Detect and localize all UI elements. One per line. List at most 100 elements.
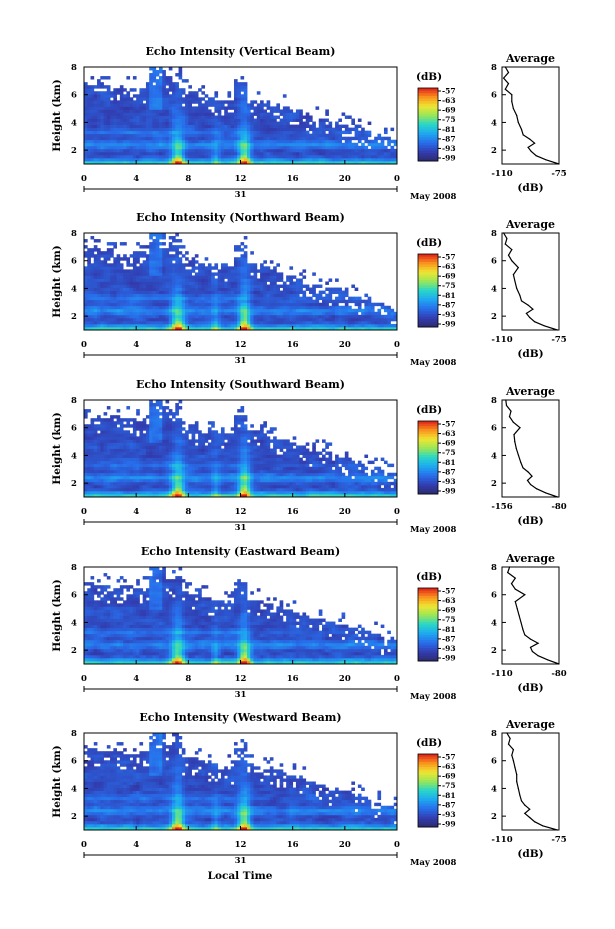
heatmap-cell <box>318 130 323 135</box>
heatmap-cell <box>168 136 173 141</box>
heatmap-cell <box>198 451 202 455</box>
heatmap-cell <box>84 269 88 273</box>
heatmap-cell <box>132 484 137 489</box>
heatmap-cell <box>175 472 179 477</box>
heatmap-cell <box>348 160 352 165</box>
heatmap-cell <box>243 287 248 291</box>
heatmap-cell <box>126 478 131 483</box>
heatmap-cell <box>97 103 101 107</box>
heatmap-cell <box>162 106 166 110</box>
heatmap-cell <box>100 121 104 125</box>
heatmap-cell <box>237 248 241 252</box>
heatmap-cell <box>390 308 395 313</box>
heatmap-cell <box>158 79 163 83</box>
heatmap-cell <box>119 326 124 331</box>
heatmap-cell <box>181 154 186 159</box>
heatmap-cell <box>113 317 117 322</box>
heatmap-cell <box>315 139 320 144</box>
heatmap-cell <box>165 76 170 80</box>
colorbar-segment <box>418 280 438 284</box>
heatmap-cell <box>204 272 209 276</box>
heatmap-cell <box>113 415 117 419</box>
heatmap-cell <box>106 154 111 159</box>
heatmap-cell <box>198 121 202 125</box>
heatmap-cell <box>97 323 101 328</box>
heatmap-cell <box>93 94 98 98</box>
heatmap-cell <box>305 287 310 291</box>
heatmap-cell <box>204 106 209 110</box>
heatmap-cell <box>308 299 313 304</box>
heatmap-cell <box>149 320 153 325</box>
heatmap-cell <box>126 121 131 125</box>
heatmap-cell <box>139 251 144 255</box>
heatmap-cell <box>247 287 251 291</box>
heatmap-cell <box>207 296 212 301</box>
heatmap-cell <box>282 109 287 113</box>
heatmap-cell <box>132 160 137 165</box>
heatmap-cell <box>110 284 114 288</box>
heatmap-cell <box>312 154 316 159</box>
heatmap-cell <box>103 445 108 449</box>
heatmap-cell <box>93 311 98 316</box>
heatmap-cell <box>198 484 202 489</box>
heatmap-cell <box>145 436 150 440</box>
heatmap-cell <box>84 136 88 141</box>
heatmap-cell <box>175 308 179 313</box>
heatmap-cell <box>110 115 114 119</box>
heatmap-cell <box>198 263 202 267</box>
heatmap-cell <box>129 442 134 446</box>
heatmap-cell <box>145 154 150 159</box>
heatmap-cell <box>185 136 189 141</box>
average-profile-point <box>512 274 515 276</box>
average-profile-point <box>527 146 529 148</box>
heatmap-cell <box>106 254 111 258</box>
heatmap-cell <box>247 118 251 122</box>
heatmap-cell <box>191 109 196 113</box>
heatmap-cell <box>149 400 153 404</box>
heatmap-cell <box>149 457 153 462</box>
heatmap-cell <box>100 326 104 331</box>
heatmap-cell <box>273 145 277 150</box>
heatmap-cell <box>103 457 108 462</box>
heatmap-cell <box>220 100 225 104</box>
heatmap-cell <box>136 320 140 325</box>
heatmap-cell <box>331 127 336 132</box>
heatmap-cell <box>308 320 313 325</box>
heatmap-cell <box>103 308 108 313</box>
heatmap-cell <box>90 293 95 298</box>
date-label: May 2008 <box>410 192 457 202</box>
heatmap-cell <box>162 460 166 465</box>
heatmap-cell <box>207 293 212 298</box>
heatmap-cell <box>123 299 127 304</box>
heatmap-cell <box>165 430 170 434</box>
panel-title: Echo Intensity (Vertical Beam) <box>145 45 335 58</box>
heatmap-cell <box>240 100 245 104</box>
heatmap-cell <box>253 106 258 110</box>
heatmap-cell <box>263 115 267 119</box>
heatmap-cell <box>325 133 329 138</box>
heatmap-cell <box>328 278 333 282</box>
heatmap-cell <box>119 448 124 452</box>
heatmap-cell <box>145 326 150 331</box>
heatmap-cell <box>243 160 248 165</box>
heatmap-cell <box>145 281 150 285</box>
heatmap-cell <box>106 157 111 162</box>
heatmap-cell <box>198 115 202 119</box>
heatmap-cell <box>152 314 157 319</box>
heatmap-cell <box>191 133 196 138</box>
heatmap-cell <box>132 154 137 159</box>
heatmap-cell <box>325 314 329 319</box>
heatmap-cell <box>165 490 170 495</box>
heatmap-cell <box>116 136 121 141</box>
heatmap-cell <box>90 100 95 104</box>
heatmap-cell <box>299 136 303 141</box>
heatmap-cell <box>97 451 101 455</box>
heatmap-cell <box>142 296 147 301</box>
heatmap-cell <box>207 311 212 316</box>
heatmap-cell <box>155 415 160 419</box>
average-profile-point <box>529 138 531 140</box>
heatmap-cell <box>168 278 173 282</box>
heatmap-cell <box>185 278 189 282</box>
heatmap-cell <box>357 118 362 122</box>
